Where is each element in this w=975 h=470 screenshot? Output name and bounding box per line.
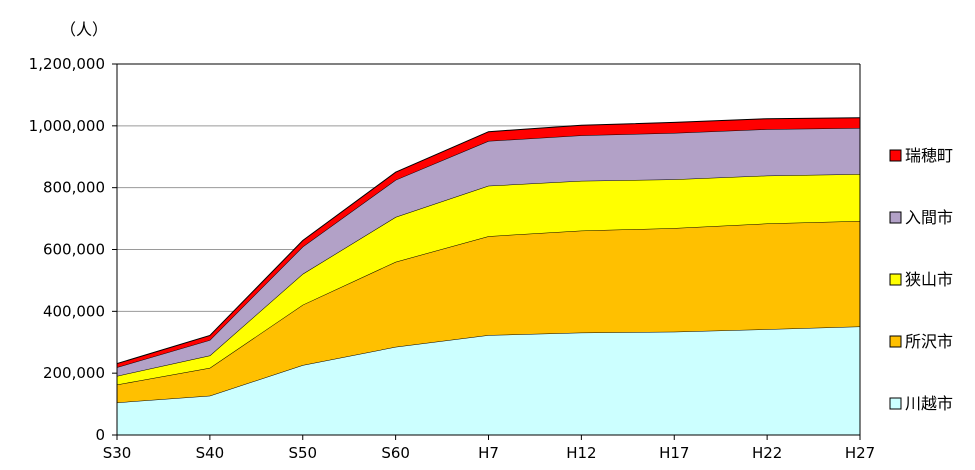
legend-swatch <box>889 149 902 162</box>
y-tick-label: 0 <box>95 426 105 444</box>
area-瑞穂町 <box>117 117 860 368</box>
y-unit-label: （人） <box>60 20 108 39</box>
x-tick-label: H27 <box>845 444 875 462</box>
y-tick-label: 600,000 <box>43 241 105 259</box>
legend-swatch <box>889 397 902 410</box>
x-tick-label: H17 <box>659 444 689 462</box>
y-tick-label: 1,000,000 <box>29 117 105 135</box>
x-tick-label: S60 <box>381 444 410 462</box>
x-axis-ticks: S30 S40 S50 S60 H7 H12 H17 H22 H27 <box>103 435 875 462</box>
legend-label: 瑞穂町 <box>905 146 953 165</box>
legend-label: 狭山市 <box>905 270 953 289</box>
x-tick-label: H22 <box>752 444 782 462</box>
y-tick-label: 1,200,000 <box>29 55 105 73</box>
x-tick-label: H12 <box>566 444 596 462</box>
legend-label: 所沢市 <box>905 332 953 351</box>
legend-label: 川越市 <box>905 394 953 413</box>
y-tick-label: 200,000 <box>43 364 105 382</box>
legend-swatch <box>889 211 902 224</box>
area-outline-瑞穂町 <box>116 117 861 365</box>
x-tick-label: S50 <box>288 444 317 462</box>
area-series <box>116 117 861 435</box>
y-tick-label: 400,000 <box>43 302 105 320</box>
x-tick-label: H7 <box>478 444 499 462</box>
area-入間市 <box>117 127 860 376</box>
x-tick-label: S40 <box>196 444 225 462</box>
y-axis-ticks: 0 200,000 400,000 600,000 800,000 1,000,000 1,… <box>29 55 117 444</box>
area-川越市 <box>117 326 860 435</box>
legend-label: 入間市 <box>905 208 953 227</box>
legend-swatch <box>889 273 902 286</box>
area-所沢市 <box>117 221 860 403</box>
x-tick-label: S30 <box>103 444 132 462</box>
legend-swatch <box>889 335 902 348</box>
area-狭山市 <box>117 174 860 385</box>
y-tick-label: 800,000 <box>43 179 105 197</box>
